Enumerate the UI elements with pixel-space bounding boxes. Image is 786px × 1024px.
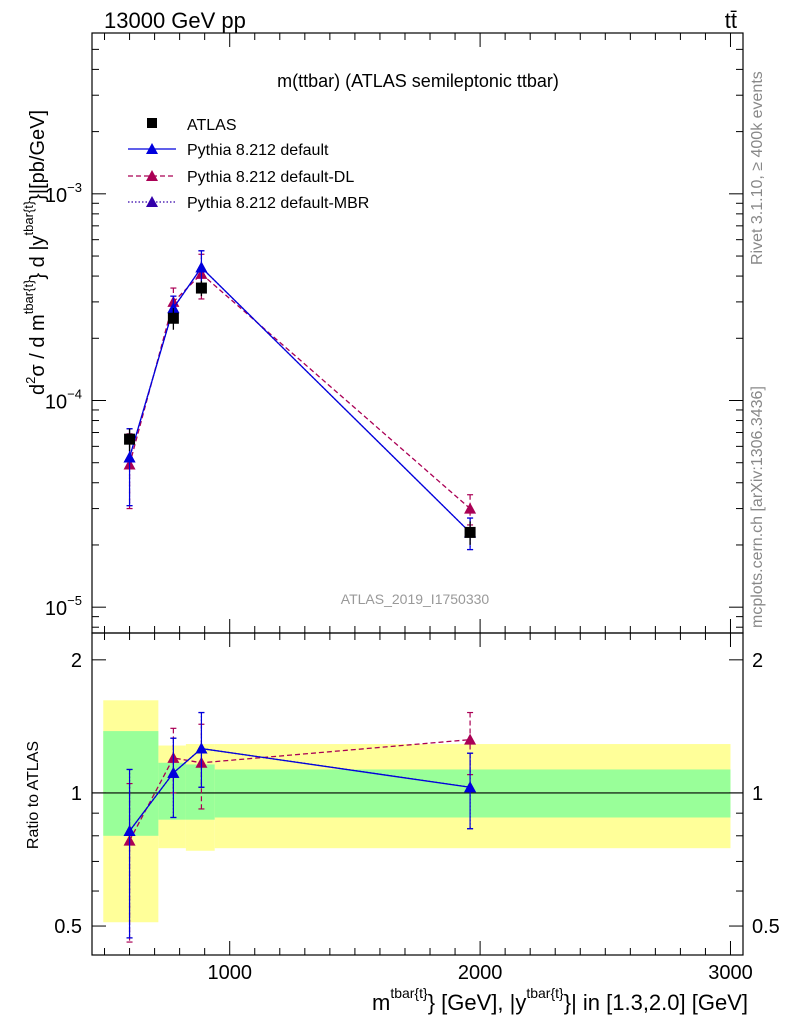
default-dl-marker [464,502,477,514]
main-y-axis-label: d2σ / d mtbar{t}} d |ytbar{t}}|[pb/GeV] [21,110,49,395]
x-tick-label: 3000 [708,962,753,984]
x-tick-label: 2000 [458,962,503,984]
legend-label-default-mbr: Pythia 8.212 default-MBR [187,195,369,212]
main-title: m(ttbar) (ATLAS semileptonic ttbar) [277,71,559,91]
series-default [123,250,477,551]
ratio-inner-band [185,764,215,820]
energy-label: 13000 GeV pp [104,8,246,33]
ratio-frame [91,632,744,956]
ratio-y-tick-label-left: 0.5 [54,916,82,938]
ratio-y-tick-label-left: 2 [71,650,82,672]
default-marker [195,261,208,273]
atlas-point [124,433,136,445]
atlas-point [195,282,207,294]
series-default-mbr [123,250,477,551]
ratio-default-dl-marker [464,733,477,745]
x-axis-label: mtbar{t}} [GeV], |ytbar{t}}| in [1.3,2.0… [372,985,748,1015]
legend-label-atlas: ATLAS [187,117,237,134]
default-marker [167,302,180,314]
main-y-tick-label: 10−5 [45,593,82,620]
source-label: mcplots.cern.ch [arXiv:1306.3436] [749,386,766,628]
ratio-default-marker [464,781,477,793]
legend: ATLAS Pythia 8.212 default Pythia 8.212 … [128,117,369,212]
default-marker [123,451,136,463]
main-watermark: ATLAS_2019_I1750330 [341,591,490,607]
legend-entry-default: Pythia 8.212 default [128,142,329,159]
default-dl-line [128,272,471,510]
legend-entry-default-mbr: Pythia 8.212 default-MBR [128,195,369,212]
legend-entry-default-dl: Pythia 8.212 default-DL [128,169,354,186]
atlas-point [167,312,179,324]
rivet-label: Rivet 3.1.10, ≥ 400k events [749,71,766,265]
legend-marker-atlas [147,118,157,128]
ratio-default-marker [167,766,180,778]
legend-label-default-dl: Pythia 8.212 default-DL [187,169,354,186]
ratio-series-default [123,711,477,939]
ratio-y-tick-label-left: 1 [71,783,82,805]
main-panel-series [123,250,477,551]
legend-label-default: Pythia 8.212 default [187,142,329,159]
ratio-panel-axes: 0.5 0.5 1 1 2 2 1000 2000 3000 [54,632,780,984]
x-tick-label: 1000 [207,962,252,984]
ratio-y-tick-label-right: 2 [752,650,763,672]
ratio-panel-series [123,711,477,943]
atlas-point [464,526,476,538]
ratio-default-line [129,747,471,832]
ratio-y-tick-label-right: 1 [752,783,763,805]
series-default-dl [123,253,477,526]
legend-entry-atlas: ATLAS [147,117,237,134]
legend-marker-default-mbr [146,196,158,207]
process-label: tt̄ [725,8,737,33]
main-y-tick-label: 10−4 [45,387,82,414]
legend-marker-default-dl [146,170,158,181]
legend-marker-default [146,143,158,154]
main-y-tick-label: 10−3 [45,180,82,207]
ratio-panel-bands [92,700,743,923]
ratio-y-axis-label: Ratio to ATLAS [25,741,42,849]
ratio-y-tick-label-right: 0.5 [752,916,780,938]
series-atlas [124,280,476,545]
ratio-default-marker [195,742,208,754]
ratio-default-marker [123,825,136,837]
default-line [128,266,471,533]
default-mbr-line [128,266,471,533]
